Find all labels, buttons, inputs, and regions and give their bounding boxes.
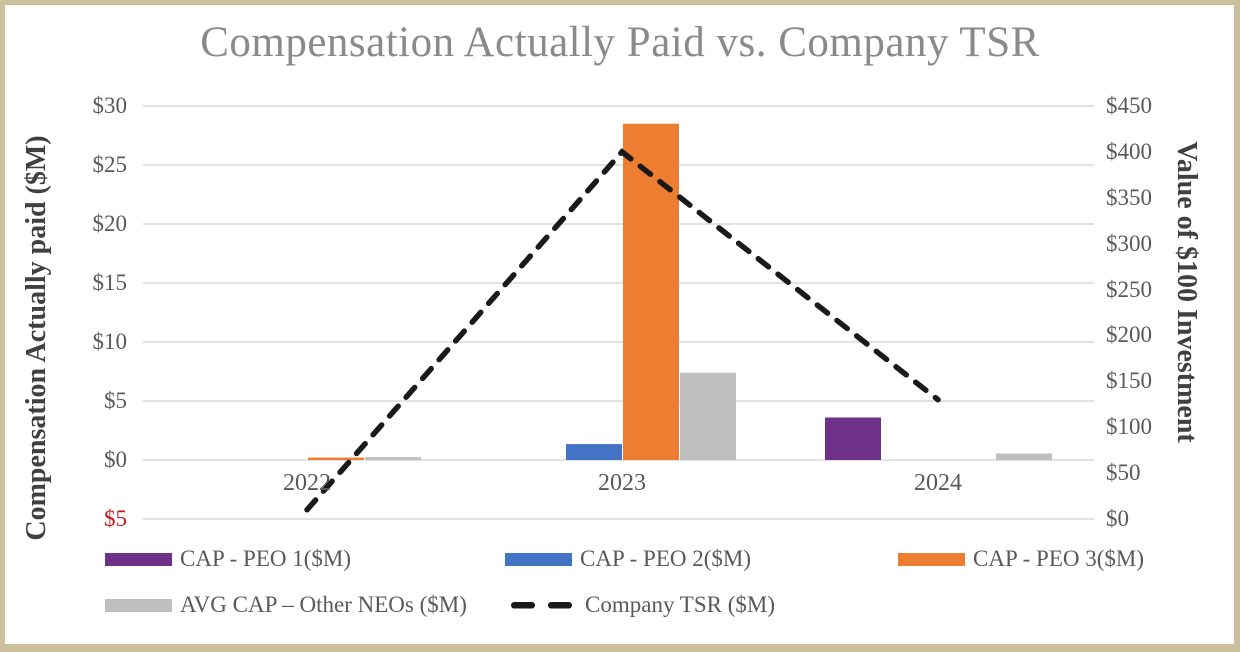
right-axis-tick: $100 <box>1106 414 1152 440</box>
right-axis-tick: $300 <box>1106 230 1152 256</box>
right-axis-tick: $0 <box>1106 506 1129 531</box>
legend-swatch-cap-peo2 <box>505 552 572 566</box>
bar-avg-cap-other-neos-m- <box>680 372 736 460</box>
right-axis-tick: $250 <box>1106 276 1152 302</box>
left-axis-tick: $0 <box>104 447 127 472</box>
legend-label-cap-peo3: CAP - PEO 3($M) <box>973 546 1145 571</box>
legend-item-company-tsr: Company TSR ($M) <box>505 592 775 618</box>
x-axis-label: 2023 <box>598 470 646 496</box>
x-axis-label: 2022 <box>283 470 331 496</box>
right-axis-tick: $450 <box>1106 93 1152 118</box>
right-axis-tick: $400 <box>1106 138 1152 164</box>
left-axis-tick: $5 <box>104 506 127 531</box>
legend-label-cap-peo2: CAP - PEO 2($M) <box>580 546 752 571</box>
legend-dash-sample-company-tsr <box>511 602 572 609</box>
legend-label-cap-peo1: CAP - PEO 1($M) <box>180 546 352 571</box>
right-axis-tick: $150 <box>1106 368 1152 394</box>
legend-swatch-cap-peo1 <box>105 552 172 566</box>
legend-item-cap-peo3: CAP - PEO 3($M) <box>898 546 1144 572</box>
legend-item-avg-cap-other-neos: AVG CAP – Other NEOs ($M) <box>105 592 467 618</box>
bar-avg-cap-other-neos-m- <box>996 453 1052 460</box>
left-axis-tick: $25 <box>92 152 128 177</box>
legend-item-cap-peo1: CAP - PEO 1($M) <box>105 546 351 572</box>
chart-title: Compensation Actually Paid vs. Company T… <box>200 19 1040 66</box>
bar-cap-peo-3-m- <box>308 457 364 460</box>
legend-label-company-tsr: Company TSR ($M) <box>585 592 775 617</box>
left-axis-tick: $20 <box>92 211 128 236</box>
bar-avg-cap-other-neos-m- <box>365 457 421 461</box>
right-axis-tick: $350 <box>1106 184 1152 210</box>
legend-item-cap-peo2: CAP - PEO 2($M) <box>505 546 751 572</box>
legend-swatch-avg-cap-other-neos <box>105 598 172 612</box>
left-axis-tick: $15 <box>92 270 128 295</box>
legend-swatch-cap-peo3 <box>898 552 965 566</box>
legend-label-avg-cap-other-neos: AVG CAP – Other NEOs ($M) <box>180 592 467 617</box>
bar-cap-peo-3-m- <box>623 123 679 460</box>
bar-cap-peo-2-m- <box>566 444 622 460</box>
left-axis-tick: $10 <box>92 329 128 354</box>
left-axis-tick: $30 <box>92 93 128 118</box>
x-axis-label: 2024 <box>914 470 962 496</box>
left-axis-tick: $5 <box>104 388 127 413</box>
right-axis-tick: $200 <box>1106 322 1152 348</box>
company-tsr-line <box>304 148 941 513</box>
right-axis-tick: $50 <box>1106 460 1141 486</box>
bar-cap-peo-1-m- <box>825 417 881 460</box>
